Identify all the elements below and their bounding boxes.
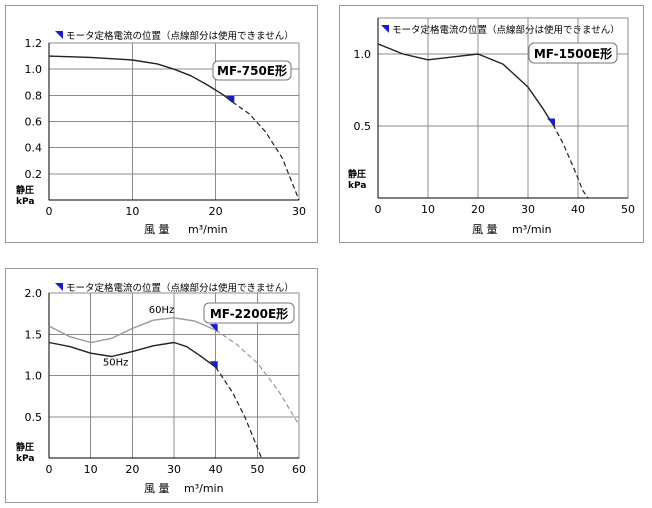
legend-note: モータ定格電流の位置（点線部分は使用できません） (55, 30, 294, 42)
x-tick-label: 10 (125, 205, 139, 218)
y-axis-unit: kPa (16, 197, 34, 207)
x-axis-unit: m³/min (512, 223, 552, 236)
model-label: MF-1500E形 (528, 42, 618, 64)
x-axis-unit: m³/min (188, 223, 228, 236)
series-line-solid (377, 43, 554, 125)
rated-current-marker-icon (209, 361, 218, 370)
legend-note: モータ定格電流の位置（点線部分は使用できません） (55, 282, 294, 294)
x-tick-label: 0 (46, 205, 53, 218)
model-label-box (212, 60, 292, 81)
x-axis-label: 風 量 (472, 223, 498, 236)
model-label-text: MF-2200E形 (210, 307, 288, 321)
legend-note-text: モータ定格電流の位置（点線部分は使用できません） (392, 24, 620, 36)
y-axis-label: 静圧 (348, 168, 366, 180)
x-tick-label: 50 (621, 203, 635, 216)
legend-marker-icon (381, 25, 389, 33)
series-line-dashed (552, 124, 589, 199)
y-tick-label: 1.2 (25, 37, 43, 50)
x-tick-label: 10 (84, 463, 98, 476)
plot-area: 0 10 20 30 40 50 0.5 1.0 (354, 17, 635, 216)
y-tick-label: 0.8 (25, 89, 43, 102)
x-tick-label: 30 (167, 463, 181, 476)
series-name-label: 60Hz (149, 305, 175, 316)
rated-current-marker-icon (547, 118, 555, 127)
series-line-dashed (215, 329, 300, 426)
x-tick-label: 30 (521, 203, 535, 216)
series-line-solid (48, 55, 233, 103)
y-tick-label: 0.6 (25, 116, 43, 129)
series-line-dashed (231, 101, 300, 201)
rated-current-marker-icon (226, 95, 235, 104)
x-tick-label: 0 (46, 463, 53, 476)
x-tick-label: 30 (292, 205, 306, 218)
x-tick-label: 10 (421, 203, 435, 216)
chart-panel-mf2200e: モータ定格電流の位置（点線部分は使用できません） 0 10 20 30 40 50 60 0.… (5, 268, 318, 503)
x-tick-label: 20 (209, 205, 223, 218)
chart-panel-mf1500e: モータ定格電流の位置（点線部分は使用できません） 0 10 20 30 40 50 0.5 1… (339, 5, 644, 243)
y-axis-unit: kPa (348, 181, 366, 191)
x-tick-label: 50 (250, 463, 264, 476)
model-label: MF-750E形 (212, 60, 292, 81)
y-tick-label: 1.0 (25, 370, 43, 383)
x-tick-label: 20 (471, 203, 485, 216)
x-tick-label: 40 (209, 463, 223, 476)
legend-marker-icon (55, 283, 63, 291)
model-label: MF-2200E形 (203, 302, 295, 324)
legend-note-text: モータ定格電流の位置（点線部分は使用できません） (66, 30, 294, 42)
y-axis-label: 静圧 (16, 441, 34, 453)
y-tick-label: 2.0 (25, 287, 43, 300)
y-axis-unit: kPa (16, 454, 34, 464)
series-name-label: 50Hz (103, 358, 129, 369)
y-tick-label: 1.0 (25, 63, 43, 76)
legend-note-text: モータ定格電流の位置（点線部分は使用できません） (66, 282, 294, 294)
chart-mf750e: モータ定格電流の位置（点線部分は使用できません） 0 10 20 30 0.2 0.4 0.… (16, 30, 307, 236)
chart-panel-mf750e: モータ定格電流の位置（点線部分は使用できません） 0 10 20 30 0.2 0.4 0.… (5, 5, 318, 243)
plot-area: 0 10 20 30 40 50 60 0.5 1.0 1.5 2.0 60Hz 50Hz (25, 287, 307, 476)
model-label-text: MF-1500E形 (534, 47, 612, 61)
chart-mf2200e: モータ定格電流の位置（点線部分は使用できません） 0 10 20 30 40 50 60 0.… (16, 282, 307, 495)
legend-note: モータ定格電流の位置（点線部分は使用できません） (381, 24, 620, 36)
legend-marker-icon (55, 31, 63, 39)
series-line-solid (48, 341, 217, 368)
plot-area: 0 10 20 30 0.2 0.4 0.6 0.8 1.0 1.2 (25, 37, 307, 218)
series-line-solid (48, 317, 216, 344)
series-line-dashed (215, 366, 263, 459)
x-tick-label: 0 (375, 203, 382, 216)
model-label-text: MF-750E形 (217, 64, 287, 78)
y-tick-label: 0.2 (25, 168, 43, 181)
y-tick-label: 0.5 (25, 411, 43, 424)
x-axis-label: 風 量 (144, 482, 170, 495)
rated-current-marker-icon (209, 324, 218, 333)
x-tick-label: 40 (571, 203, 585, 216)
x-tick-label: 60 (292, 463, 306, 476)
y-tick-label: 1.0 (354, 48, 372, 61)
x-axis-label: 風 量 (144, 223, 170, 236)
model-label-box (528, 42, 618, 64)
y-tick-label: 0.4 (25, 142, 43, 155)
y-tick-label: 1.5 (25, 328, 43, 341)
y-axis-label: 静圧 (16, 184, 34, 196)
y-tick-label: 0.5 (354, 120, 372, 133)
x-tick-label: 20 (125, 463, 139, 476)
x-axis-unit: m³/min (184, 482, 224, 495)
model-label-box (203, 302, 295, 324)
chart-mf1500e: モータ定格電流の位置（点線部分は使用できません） 0 10 20 30 40 50 0.5 1… (348, 17, 635, 236)
